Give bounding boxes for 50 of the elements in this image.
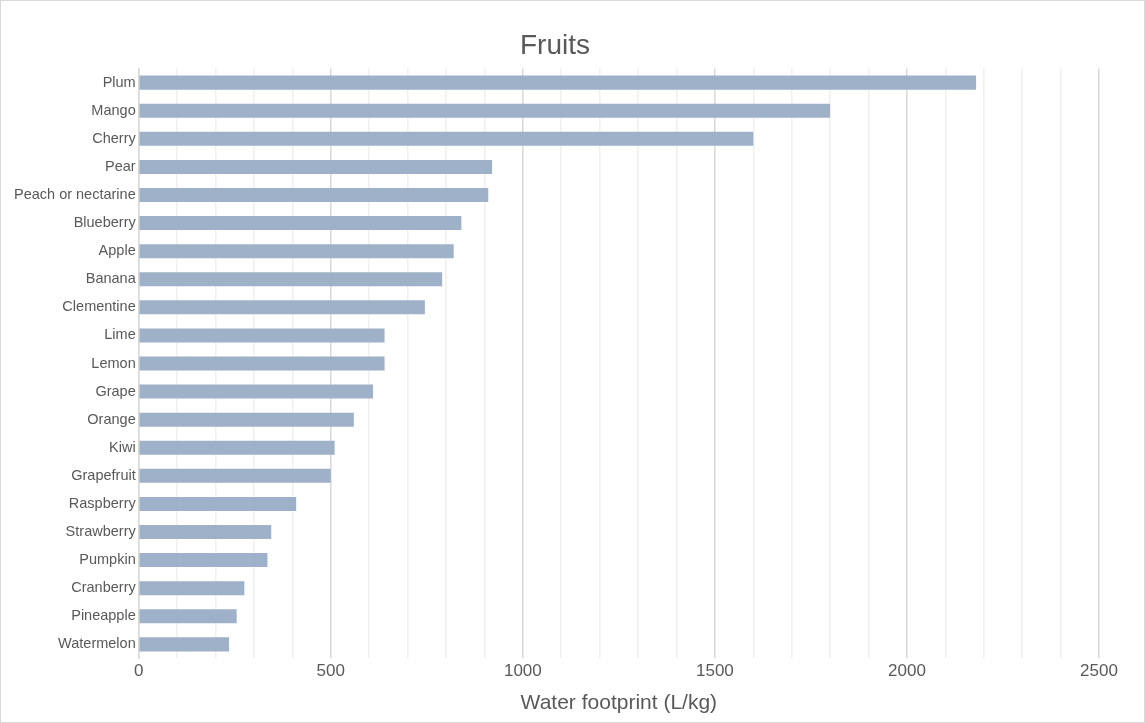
y-tick-label: Strawberry [65, 523, 137, 540]
bar [139, 356, 385, 371]
y-tick-label: Mango [91, 101, 136, 118]
y-tick-label: Watermelon [58, 635, 136, 652]
bar [139, 609, 237, 624]
bar [139, 524, 272, 540]
x-tick-label: 0 [133, 661, 144, 681]
x-tick-label: 2000 [888, 661, 926, 681]
bar [139, 468, 331, 483]
bar [139, 328, 385, 343]
bar [139, 384, 374, 399]
x-tick-label: 1500 [695, 661, 734, 681]
y-tick-label: Pear [105, 157, 136, 174]
y-tick-label: Grape [95, 382, 136, 399]
y-tick-label: Apple [98, 242, 136, 259]
bar [139, 131, 754, 146]
bar [139, 440, 335, 455]
bar [139, 244, 454, 259]
y-tick-label: Plum [102, 73, 136, 90]
bar [139, 300, 425, 315]
y-tick-label: Peach or nectarine [13, 185, 136, 202]
bar [139, 272, 443, 287]
y-tick-label: Orange [87, 410, 136, 427]
y-tick-label: Pumpkin [79, 551, 136, 568]
bar [139, 581, 245, 596]
bar [139, 187, 489, 203]
x-tick-label: 2500 [1080, 661, 1118, 681]
y-tick-label: Kiwi [109, 438, 136, 455]
bar [139, 103, 831, 118]
y-tick-label: Grapefruit [71, 466, 136, 483]
y-tick-label: Cranberry [71, 579, 137, 596]
y-tick-label: Lime [104, 326, 136, 343]
bar [139, 75, 977, 90]
y-tick-label: Blueberry [73, 214, 137, 231]
y-tick-label: Pineapple [71, 607, 136, 624]
y-tick-label: Raspberry [68, 494, 137, 511]
x-tick-label: 500 [316, 661, 345, 681]
bar [139, 216, 462, 231]
bar [139, 553, 268, 568]
bar [139, 637, 229, 652]
y-tick-label: Clementine [62, 298, 136, 315]
chart-title: Fruits [520, 28, 590, 60]
x-tick-label: 1000 [503, 661, 542, 681]
bar [139, 412, 354, 427]
y-tick-label: Lemon [91, 354, 136, 371]
x-axis-title: Water footprint (L/kg) [520, 690, 718, 714]
bar [139, 496, 297, 511]
y-tick-label: Cherry [92, 129, 137, 146]
y-tick-label: Banana [85, 270, 137, 287]
bar [139, 159, 493, 174]
